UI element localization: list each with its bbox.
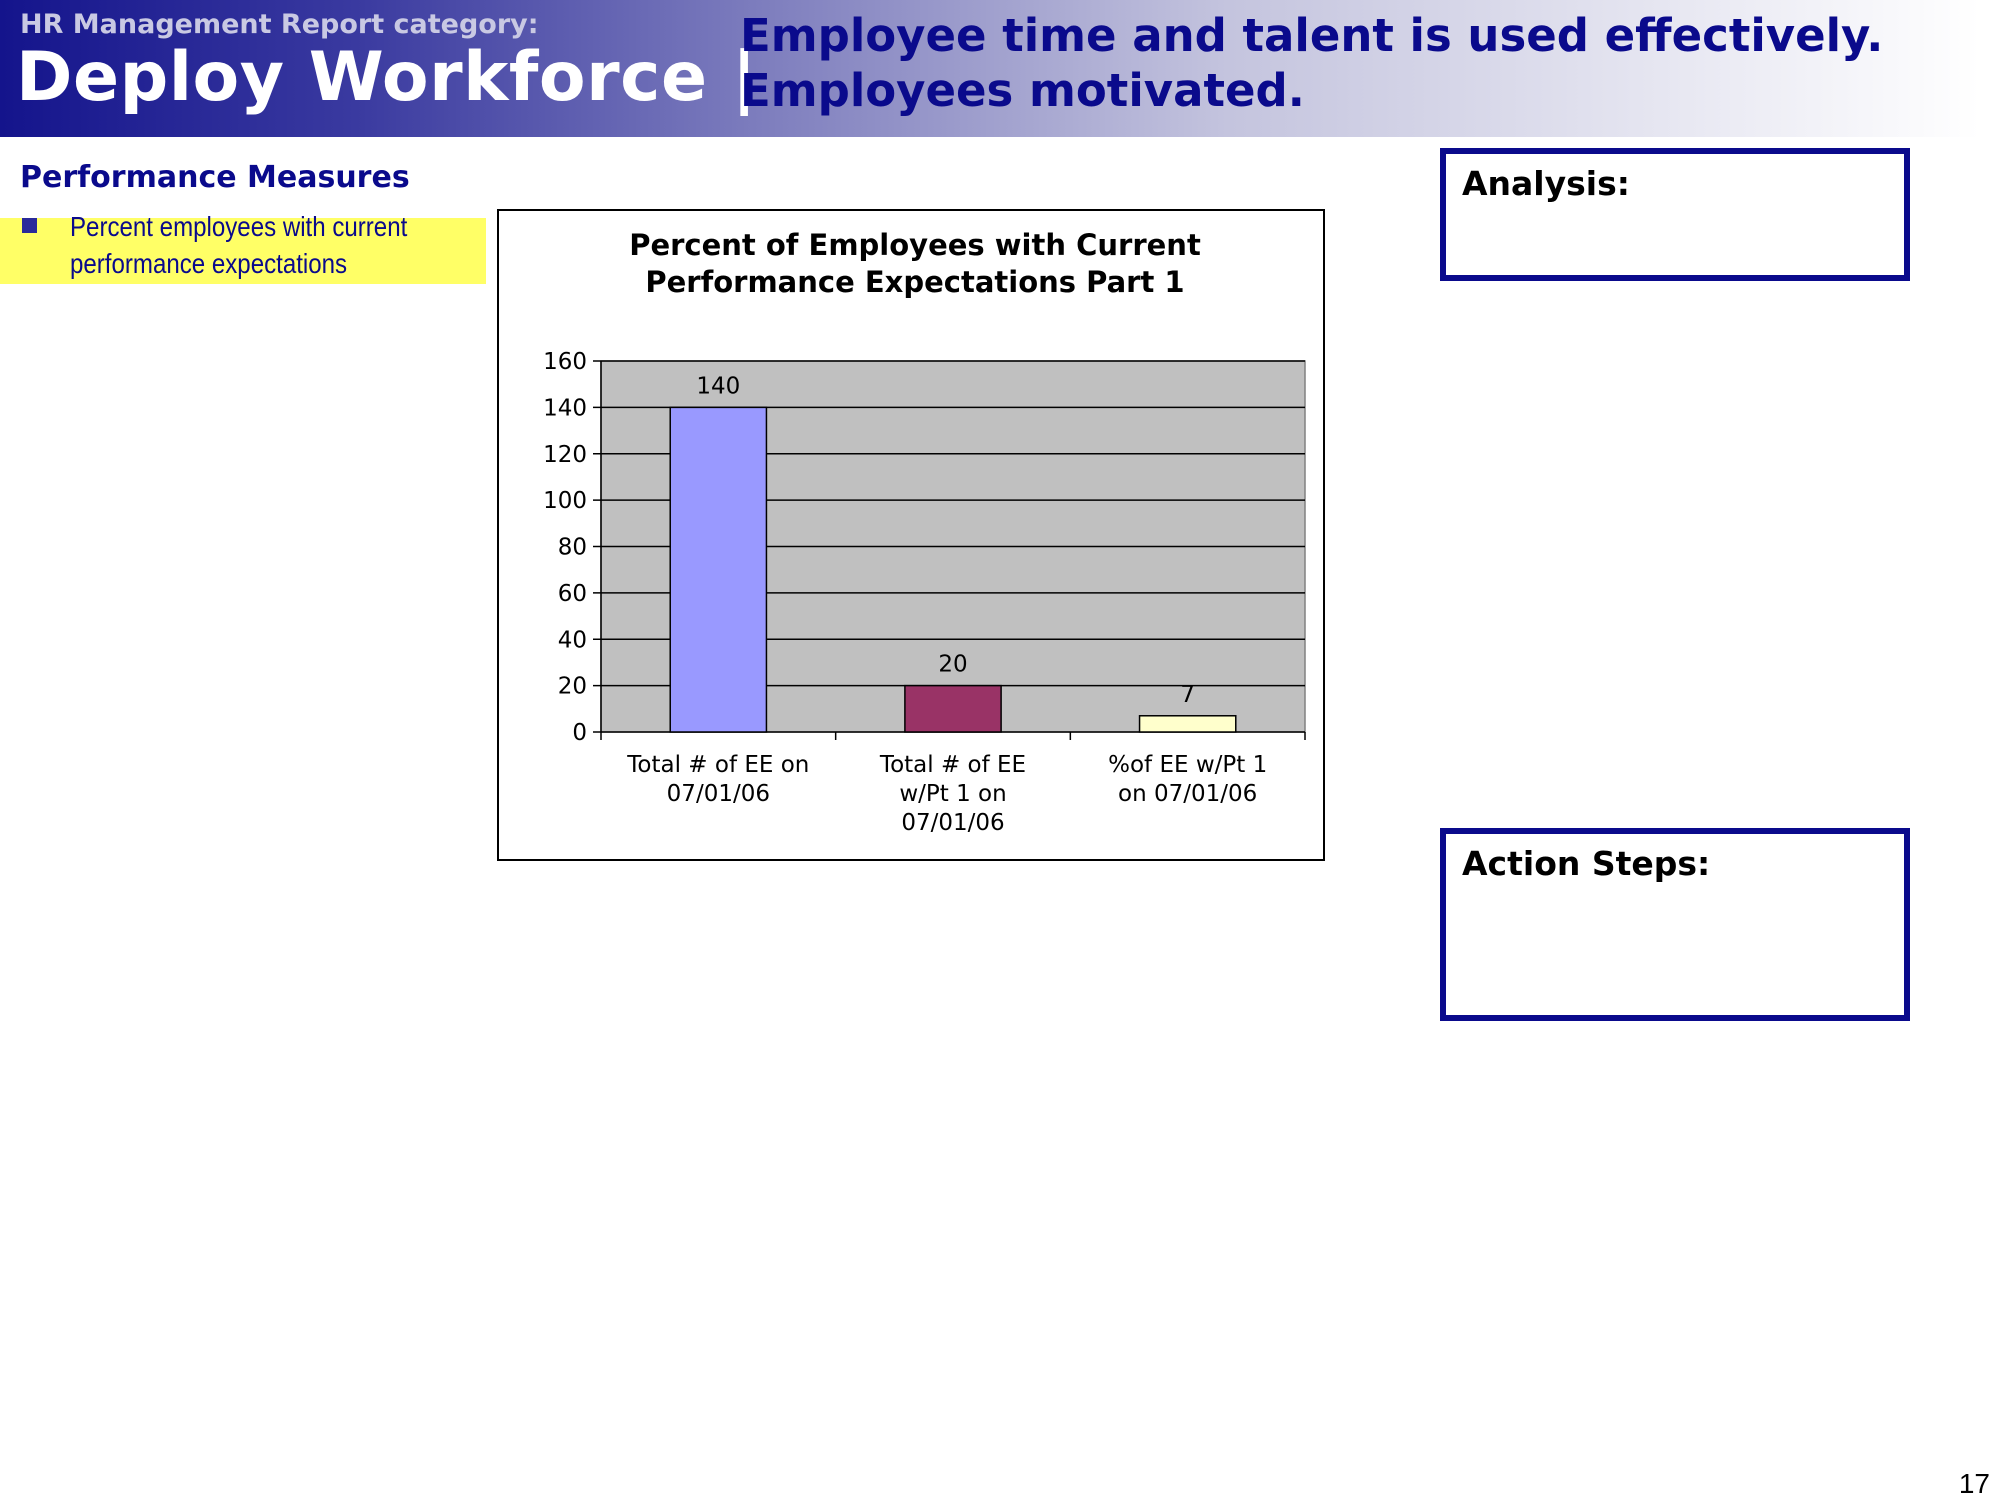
x-category-label-2: 07/01/06: [901, 810, 1004, 836]
action-steps-panel: Action Steps:: [1440, 828, 1910, 1021]
x-category-label-2: w/Pt 1 on: [899, 781, 1006, 807]
x-category-label-2: Total # of EE: [879, 752, 1026, 778]
x-category-label-3: on 07/01/06: [1118, 781, 1257, 807]
chart-title-line-2: Performance Expectations Part 1: [645, 265, 1184, 299]
page-number: 17: [1958, 1468, 1990, 1499]
bar-chart: Percent of Employees with Current Perform…: [497, 209, 1325, 861]
bar-chart-svg: Percent of Employees with CurrentPerform…: [543, 228, 1306, 836]
y-tick-label: 60: [558, 581, 587, 607]
y-tick-label: 140: [543, 395, 587, 421]
y-tick-label: 20: [558, 674, 587, 700]
report-category-label: HR Management Report category:: [20, 9, 539, 40]
y-tick-label: 160: [543, 349, 587, 375]
y-tick-label: 80: [558, 535, 587, 561]
x-category-label-3: %of EE w/Pt 1: [1108, 752, 1267, 778]
performance-measures-title: Performance Measures: [20, 160, 410, 195]
performance-measure-highlight: [0, 218, 486, 284]
bar-1: [669, 406, 768, 733]
data-label-3: 7: [1180, 682, 1195, 708]
performance-measure-item: Percent employees with current performan…: [70, 208, 483, 282]
x-category-label-1: Total # of EE on: [626, 752, 809, 778]
performance-measure-line-2: performance expectations: [70, 248, 348, 279]
x-category-label-1: 07/01/06: [667, 781, 770, 807]
data-label-1: 140: [696, 373, 740, 399]
chart-title-line-1: Percent of Employees with Current: [629, 228, 1201, 262]
y-tick-label: 120: [543, 442, 587, 468]
data-label-2: 20: [938, 652, 967, 678]
analysis-label: Analysis:: [1462, 164, 1630, 203]
goal-line-2: Employees motivated.: [740, 64, 1305, 117]
goal-line-1: Employee time and talent is used effecti…: [740, 9, 1884, 62]
y-tick-label: 0: [572, 720, 587, 746]
bar-2: [904, 684, 1002, 733]
report-title: Deploy Workforce |: [16, 38, 758, 117]
y-tick-label: 40: [558, 627, 587, 653]
performance-measure-line-1: Percent employees with current: [70, 211, 408, 242]
action-steps-label: Action Steps:: [1462, 844, 1711, 883]
report-goal: Employee time and talent is used effecti…: [740, 8, 1883, 118]
bar-3: [1138, 715, 1237, 733]
analysis-panel: Analysis:: [1440, 148, 1910, 281]
report-header: HR Management Report category: Deploy Wo…: [0, 0, 1980, 137]
y-tick-label: 100: [543, 488, 587, 514]
square-bullet-icon: [22, 218, 37, 233]
